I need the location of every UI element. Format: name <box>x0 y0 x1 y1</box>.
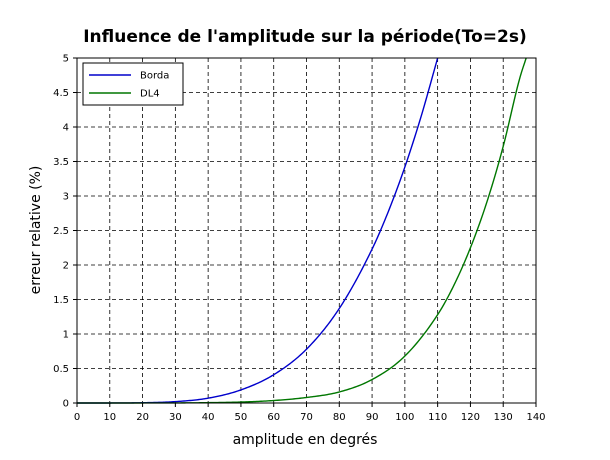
legend: Borda DL4 <box>82 62 184 106</box>
x-tick-label: 70 <box>300 412 313 423</box>
x-tick-label: 50 <box>235 412 248 423</box>
x-ticks: 0 10 20 30 40 50 60 70 80 90 100 110 120 130 140 <box>74 403 546 423</box>
x-tick-label: 100 <box>395 412 414 423</box>
x-tick-label: 130 <box>494 412 513 423</box>
x-tick-label: 0 <box>74 412 80 423</box>
y-tick-label: 4 <box>63 123 69 134</box>
y-tick-label: 1.5 <box>53 295 69 306</box>
y-axis-label: erreur relative (%) <box>28 166 44 295</box>
y-tick-label: 2 <box>63 261 69 272</box>
x-tick-label: 90 <box>366 412 379 423</box>
legend-box <box>82 62 184 106</box>
y-tick-label: 1 <box>63 330 69 341</box>
y-tick-label: 3 <box>63 192 69 203</box>
y-tick-label: 0.5 <box>53 364 69 375</box>
chart-title: Influence de l'amplitude sur la période(… <box>83 27 527 47</box>
x-tick-label: 40 <box>202 412 215 423</box>
y-tick-label: 3.5 <box>53 157 69 168</box>
x-axis-label: amplitude en degrés <box>233 432 378 448</box>
series-line-borda <box>77 57 439 404</box>
grid <box>77 58 536 403</box>
legend-label: Borda <box>140 71 169 82</box>
x-tick-label: 110 <box>428 412 447 423</box>
y-tick-label: 4.5 <box>53 88 69 99</box>
y-tick-label: 2.5 <box>53 226 69 237</box>
x-tick-label: 60 <box>267 412 280 423</box>
x-tick-label: 20 <box>136 412 149 423</box>
x-tick-label: 30 <box>169 412 182 423</box>
x-tick-label: 120 <box>461 412 480 423</box>
legend-label: DL4 <box>140 89 160 100</box>
y-tick-label: 5 <box>63 54 69 65</box>
x-tick-label: 140 <box>526 412 545 423</box>
x-tick-label: 80 <box>333 412 346 423</box>
x-tick-label: 10 <box>103 412 116 423</box>
y-tick-label: 0 <box>63 399 69 410</box>
y-ticks: 0 0.5 1 1.5 2 2.5 3 3.5 4 4.5 5 <box>53 54 77 410</box>
